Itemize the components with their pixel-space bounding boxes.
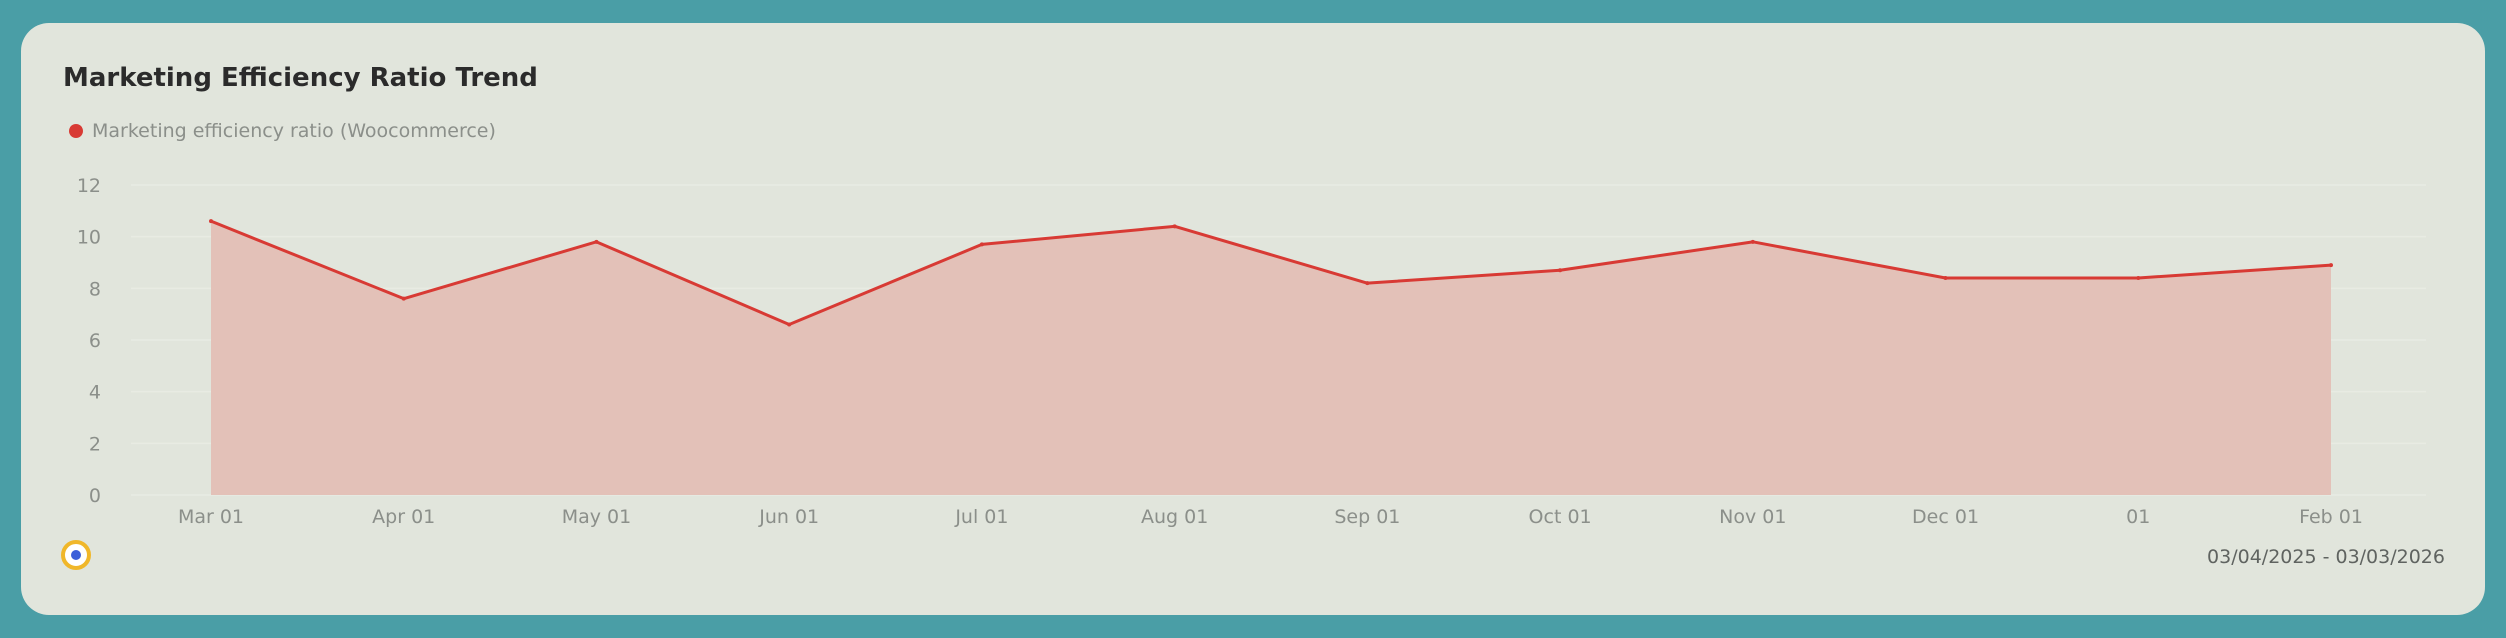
x-tick-label: Feb 01 xyxy=(2299,506,2363,528)
y-tick-label: 6 xyxy=(89,330,101,352)
area-chart: 0 2 4 6 8 10 12 Mar 01 Apr 01 May 01 Jun 01 Jul 01 A… xyxy=(77,175,2426,528)
data-point xyxy=(1750,239,1755,244)
x-tick-label: Apr 01 xyxy=(372,506,435,528)
x-tick-label: Mar 01 xyxy=(178,506,244,528)
x-tick-label: Jul 01 xyxy=(954,506,1008,528)
data-point xyxy=(787,322,792,327)
x-tick-label: Aug 01 xyxy=(1141,506,1208,528)
y-tick-label: 12 xyxy=(77,175,101,197)
y-tick-label: 8 xyxy=(89,278,101,300)
circle-logo-icon xyxy=(61,540,91,570)
y-tick-label: 0 xyxy=(89,485,101,507)
data-point xyxy=(979,242,984,247)
data-point xyxy=(2329,263,2333,268)
data-point xyxy=(594,239,599,244)
data-point xyxy=(2136,276,2141,280)
y-tick-label: 2 xyxy=(89,433,101,455)
data-point xyxy=(1172,224,1177,229)
legend-label: Marketing efficiency ratio (Woocommerce) xyxy=(92,120,496,142)
x-tick-label: 01 xyxy=(2126,506,2150,528)
series-area xyxy=(211,221,2331,495)
chart-card: Marketing Efficiency Ratio Trend Marketi… xyxy=(21,23,2485,615)
data-point xyxy=(1365,281,1370,286)
x-tick-label: Jun 01 xyxy=(758,506,819,528)
x-tick-label: May 01 xyxy=(562,506,632,528)
series-line xyxy=(210,219,2332,326)
chart-legend[interactable]: Marketing efficiency ratio (Woocommerce) xyxy=(69,120,496,142)
data-point xyxy=(209,219,213,224)
data-point xyxy=(401,296,406,301)
x-tick-label: Nov 01 xyxy=(1719,506,1786,528)
y-tick-label: 4 xyxy=(89,382,101,404)
x-tick-label: Oct 01 xyxy=(1529,506,1592,528)
data-point xyxy=(1943,276,1948,280)
y-tick-label: 10 xyxy=(77,227,101,249)
x-tick-label: Sep 01 xyxy=(1334,506,1400,528)
chart-title: Marketing Efficiency Ratio Trend xyxy=(63,63,538,93)
data-point xyxy=(1558,268,1563,273)
legend-marker xyxy=(69,124,83,138)
x-tick-label: Dec 01 xyxy=(1912,506,1979,528)
date-range: 03/04/2025 - 03/03/2026 xyxy=(2207,546,2445,568)
